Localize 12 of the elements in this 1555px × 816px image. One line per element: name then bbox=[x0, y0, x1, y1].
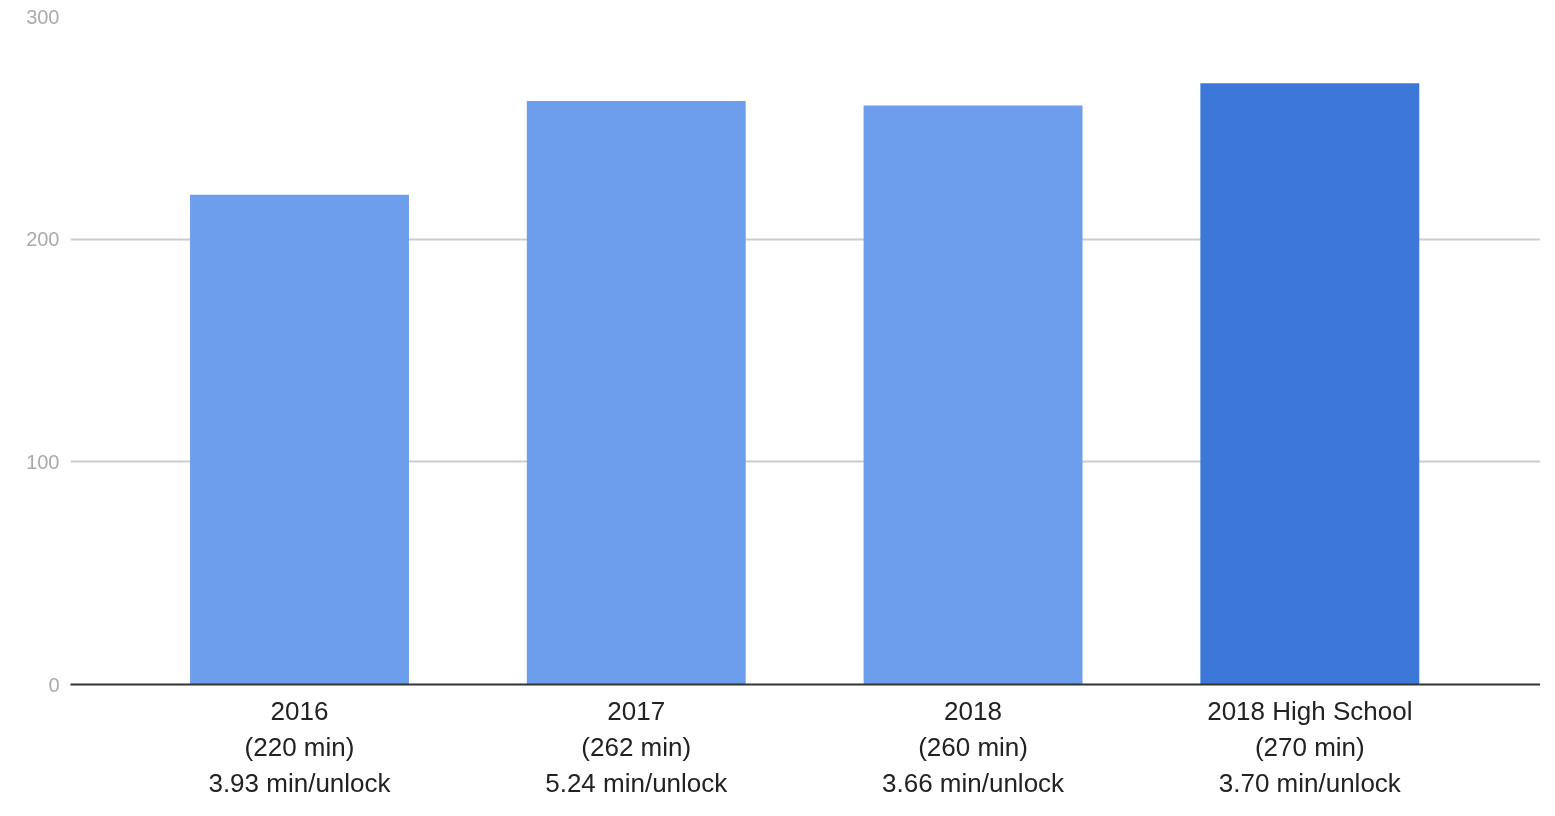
bar bbox=[190, 194, 409, 685]
x-tick-label: 2016 (220 min) 3.93 min/unlock bbox=[208, 695, 392, 798]
y-tick-label: 100 bbox=[26, 450, 60, 473]
y-tick-label: 0 bbox=[48, 673, 60, 696]
x-tick-label: 2018 High School (270 min) 3.70 min/unlock bbox=[1207, 695, 1413, 798]
bar bbox=[863, 105, 1083, 685]
bar bbox=[526, 101, 746, 685]
bar bbox=[1200, 83, 1420, 685]
y-tick-label: 300 bbox=[26, 5, 60, 28]
x-tick-label: 2018 (260 min) 3.66 min/unlock bbox=[881, 695, 1066, 798]
x-tick-label: 2017 (262 min) 5.24 min/unlock bbox=[545, 695, 729, 798]
y-tick-label: 200 bbox=[26, 228, 60, 251]
